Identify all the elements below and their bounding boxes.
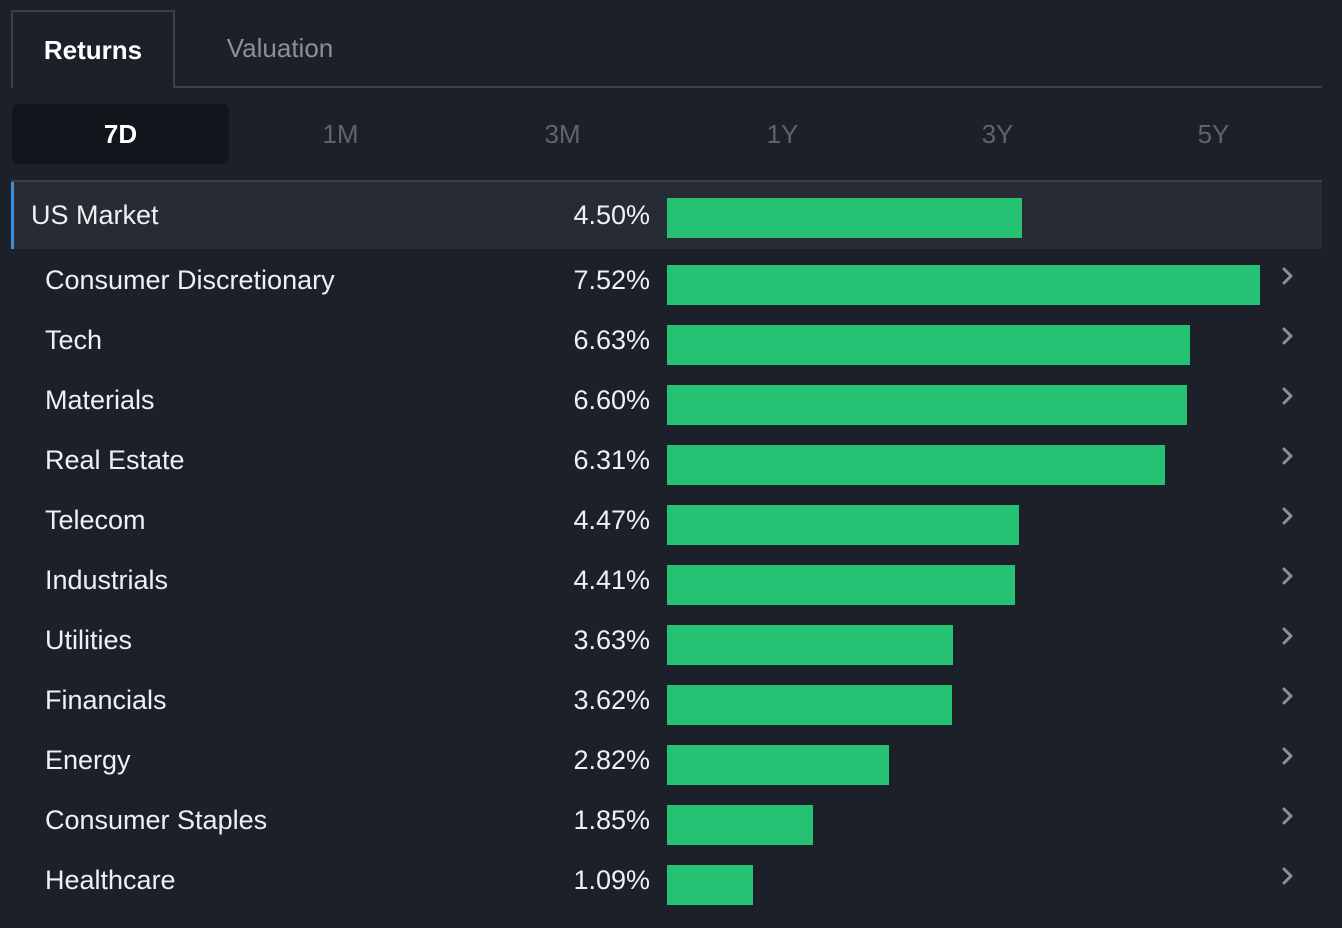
row-label: Tech <box>45 325 103 355</box>
tab-returns[interactable]: Returns <box>11 10 175 88</box>
row-label: Utilities <box>45 625 133 655</box>
tab-bar: Returns Valuation <box>11 10 1322 88</box>
row-label: Industrials <box>45 565 169 595</box>
sector-row-real-estate[interactable]: Real Estate 6.31% <box>11 429 1322 489</box>
row-label: Consumer Staples <box>45 805 268 835</box>
sector-row-consumer-discretionary[interactable]: Consumer Discretionary 7.52% <box>11 249 1322 309</box>
sector-row-industrials[interactable]: Industrials 4.41% <box>11 549 1322 609</box>
row-value: 3.63% <box>573 625 650 655</box>
row-label: Telecom <box>45 505 146 535</box>
bar <box>667 445 1165 485</box>
chevron-right-icon[interactable] <box>1277 565 1299 587</box>
sector-row-materials[interactable]: Materials 6.60% <box>11 369 1322 429</box>
row-value: 6.63% <box>573 325 650 355</box>
chevron-right-icon[interactable] <box>1277 385 1299 407</box>
market-row: US Market 4.50% <box>11 182 1322 249</box>
tab-valuation[interactable]: Valuation <box>226 33 334 63</box>
period-7d[interactable]: 7D <box>12 104 229 164</box>
sector-row-utilities[interactable]: Utilities 3.63% <box>11 609 1322 669</box>
row-value: 6.60% <box>573 385 650 415</box>
row-value: 3.62% <box>573 685 650 715</box>
chevron-right-icon[interactable] <box>1277 325 1299 347</box>
sector-row-telecom[interactable]: Telecom 4.47% <box>11 489 1322 549</box>
row-value: 6.31% <box>573 445 650 475</box>
row-label: Financials <box>45 685 167 715</box>
bar <box>667 505 1019 545</box>
row-label: Consumer Discretionary <box>45 265 335 295</box>
chevron-right-icon[interactable] <box>1277 745 1299 767</box>
bar <box>667 625 953 665</box>
row-label: Energy <box>45 745 131 775</box>
sector-row-healthcare[interactable]: Healthcare 1.09% <box>11 849 1322 909</box>
period-selector: 7D 1M 3M 1Y 3Y 5Y <box>12 104 1322 164</box>
period-3m[interactable]: 3M <box>544 118 581 149</box>
bar <box>667 325 1190 365</box>
row-value: 2.82% <box>573 745 650 775</box>
row-value: 1.09% <box>573 865 650 895</box>
row-label: Materials <box>45 385 155 415</box>
period-5y[interactable]: 5Y <box>1197 118 1230 149</box>
sector-returns-chart: US Market 4.50% Consumer Discretionary 7.52… <box>11 182 1322 909</box>
sector-row-financials[interactable]: Financials 3.62% <box>11 669 1322 729</box>
sector-row-tech[interactable]: Tech 6.63% <box>11 309 1322 369</box>
row-label: US Market <box>31 200 159 230</box>
bar <box>667 805 813 845</box>
chevron-right-icon[interactable] <box>1277 865 1299 887</box>
chevron-right-icon[interactable] <box>1277 805 1299 827</box>
row-value: 4.41% <box>573 565 650 595</box>
bar <box>667 265 1260 305</box>
bar <box>667 198 1022 238</box>
row-label: Healthcare <box>45 865 176 895</box>
row-value: 4.47% <box>573 505 650 535</box>
sector-row-energy[interactable]: Energy 2.82% <box>11 729 1322 789</box>
chevron-right-icon[interactable] <box>1277 445 1299 467</box>
row-label: Real Estate <box>45 445 185 475</box>
chevron-right-icon[interactable] <box>1277 265 1299 287</box>
bar <box>667 745 889 785</box>
chevron-right-icon[interactable] <box>1277 685 1299 707</box>
bar <box>667 865 753 905</box>
bar <box>667 385 1187 425</box>
row-value: 1.85% <box>573 805 650 835</box>
sector-row-consumer-staples[interactable]: Consumer Staples 1.85% <box>11 789 1322 849</box>
bar <box>667 565 1015 605</box>
row-value: 4.50% <box>573 200 650 230</box>
row-value: 7.52% <box>573 265 650 295</box>
divider <box>11 180 1322 182</box>
period-1y[interactable]: 1Y <box>766 118 799 149</box>
period-1m[interactable]: 1M <box>322 118 359 149</box>
chevron-right-icon[interactable] <box>1277 505 1299 527</box>
chevron-right-icon[interactable] <box>1277 625 1299 647</box>
period-3y[interactable]: 3Y <box>981 118 1014 149</box>
bar <box>667 685 952 725</box>
